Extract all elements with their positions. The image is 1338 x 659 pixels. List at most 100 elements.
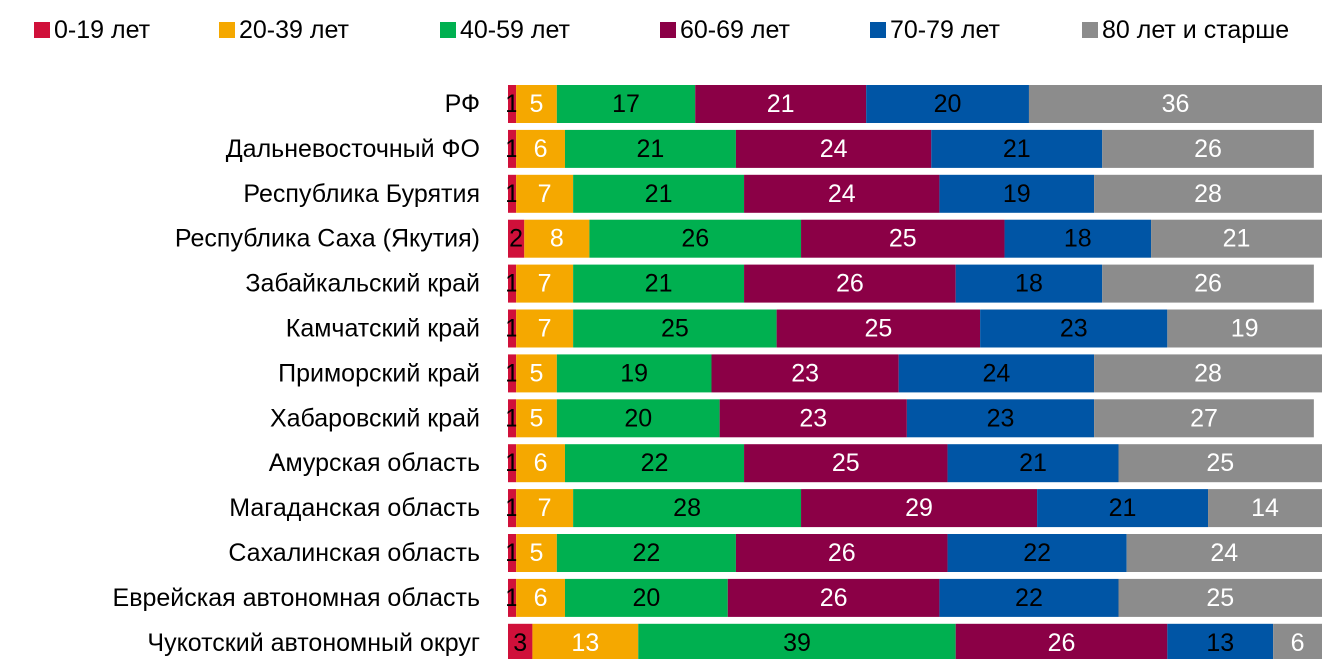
data-label: 19 [620, 359, 648, 387]
bar-segment [711, 354, 899, 393]
data-label: 22 [1023, 539, 1051, 567]
data-label: 6 [534, 135, 548, 163]
bar-segment [1167, 309, 1322, 348]
legend-label: 70-79 лет [890, 16, 1001, 44]
bar-segment [532, 623, 639, 659]
bar-segment [508, 309, 517, 348]
category-label: Республика Бурятия [243, 180, 480, 208]
bar-segment [947, 444, 1119, 483]
bar-segment [516, 489, 574, 528]
data-label: 21 [767, 90, 795, 118]
data-label: 7 [538, 494, 552, 522]
category-label: Хабаровский край [270, 404, 480, 432]
data-label: 26 [1048, 629, 1076, 657]
bar-segment [564, 578, 728, 617]
legend-label: 40-59 лет [460, 16, 571, 44]
data-label: 1 [505, 270, 519, 298]
data-label: 23 [799, 404, 827, 432]
data-label: 24 [1210, 539, 1238, 567]
data-label: 1 [505, 404, 519, 432]
bar-segment [1273, 623, 1322, 659]
bar-segment [508, 129, 517, 168]
data-label: 26 [836, 270, 864, 298]
bar-segment [735, 129, 932, 168]
data-label: 20 [624, 404, 652, 432]
bar-segment [508, 85, 517, 123]
bar-segment [556, 85, 696, 123]
bar-segment [516, 399, 557, 438]
bar-segment [516, 354, 557, 393]
data-label: 5 [530, 359, 544, 387]
bar-segment [524, 219, 590, 258]
data-label: 5 [530, 404, 544, 432]
bar-segment [516, 129, 565, 168]
data-label: 6 [534, 449, 548, 477]
data-label: 26 [1194, 135, 1222, 163]
data-label: 25 [1206, 449, 1234, 477]
data-label: 23 [1060, 315, 1088, 343]
bar-segment [898, 354, 1095, 393]
data-label: 5 [530, 90, 544, 118]
data-label: 28 [673, 494, 701, 522]
data-label: 14 [1251, 494, 1279, 522]
data-label: 1 [505, 359, 519, 387]
data-label: 2 [509, 225, 523, 253]
data-label: 3 [513, 629, 527, 657]
bar-segment [744, 444, 948, 483]
data-label: 28 [1194, 180, 1222, 208]
data-label: 20 [632, 584, 660, 612]
data-label: 26 [681, 225, 709, 253]
bar-segment [516, 444, 565, 483]
category-label: Дальневосточный ФО [226, 135, 480, 163]
data-label: 1 [505, 315, 519, 343]
data-label: 25 [864, 315, 892, 343]
data-label: 26 [828, 539, 856, 567]
bar-segment [1028, 85, 1322, 123]
bar-segment [573, 489, 802, 528]
data-label: 21 [1019, 449, 1047, 477]
bar-segment [556, 354, 712, 393]
bar-segment [1102, 129, 1314, 168]
data-label: 24 [828, 180, 856, 208]
data-label: 8 [550, 225, 564, 253]
bar-segment [719, 399, 907, 438]
category-label: Еврейская автономная область [113, 584, 480, 612]
category-label: Республика Саха (Якутия) [175, 225, 480, 253]
legend-swatch [660, 22, 676, 38]
data-label: 1 [505, 539, 519, 567]
bar-segment [801, 489, 1038, 528]
data-label: 6 [1291, 629, 1305, 657]
legend-swatch [1082, 22, 1098, 38]
data-label: 25 [661, 315, 689, 343]
category-label: Приморский край [278, 359, 480, 387]
legend-label: 20-39 лет [239, 16, 350, 44]
data-label: 25 [832, 449, 860, 477]
bar-segment [508, 534, 517, 572]
bar-segment [508, 444, 517, 483]
bar-segment [1037, 489, 1209, 528]
data-label: 36 [1162, 90, 1190, 118]
bar-segment [638, 623, 956, 659]
data-label: 23 [791, 359, 819, 387]
bar-segment [508, 489, 517, 528]
legend-swatch [440, 22, 456, 38]
bar-segment [939, 578, 1119, 617]
bar-segment [1208, 489, 1322, 528]
data-label: 21 [1003, 135, 1031, 163]
bar-segment [508, 578, 517, 617]
bar-segment [564, 444, 745, 483]
data-label: 18 [1015, 270, 1043, 298]
data-label: 26 [1194, 270, 1222, 298]
bar-segment [1167, 623, 1274, 659]
bar-segment [1004, 219, 1152, 258]
data-label: 19 [1003, 180, 1031, 208]
legend-label: 80 лет и старше [1102, 16, 1289, 44]
bar-segment [564, 129, 736, 168]
data-label: 13 [571, 629, 599, 657]
category-label: Магаданская область [229, 494, 480, 522]
data-label: 13 [1206, 629, 1234, 657]
bar-segment [866, 85, 1029, 123]
bar-segment [516, 85, 557, 123]
bar-segment [516, 578, 565, 617]
